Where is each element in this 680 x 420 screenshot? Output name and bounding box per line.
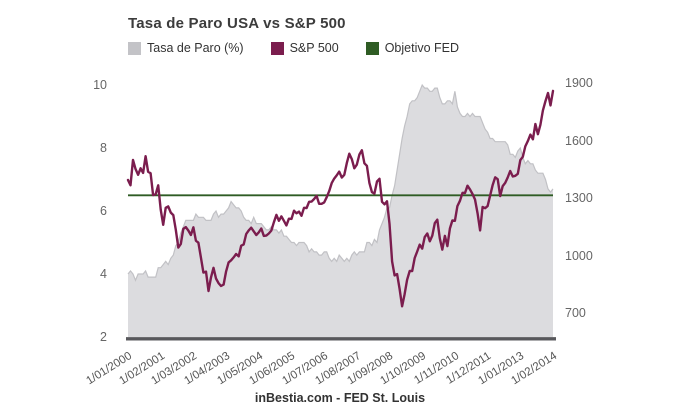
unemployment-area: [128, 85, 553, 337]
y-right-tick-label: 700: [565, 306, 586, 320]
y-left-tick-label: 2: [100, 330, 107, 344]
y-right-tick-label: 1000: [565, 248, 593, 263]
source-footer: inBestia.com - FED St. Louis: [254, 391, 426, 405]
legend-item: Objetivo FED: [365, 41, 460, 55]
y-right-tick-label: 1600: [565, 133, 593, 148]
legend-item: S&P 500: [270, 41, 339, 55]
legend-label: Objetivo FED: [384, 41, 460, 55]
chart-title: Tasa de Paro USA vs S&P 500: [128, 15, 346, 32]
legend-swatch-icon: [365, 41, 379, 55]
legend-label: Tasa de Paro (%): [147, 41, 244, 55]
y-left-tick-label: 8: [100, 141, 107, 155]
y-left-tick-label: 6: [100, 204, 107, 218]
y-left-tick-label: 4: [100, 267, 107, 281]
legend-swatch-icon: [270, 41, 284, 55]
legend-item: Tasa de Paro (%): [128, 41, 244, 55]
legend: Tasa de Paro (%) S&P 500 Objetivo FED: [128, 41, 459, 55]
unemployment-area-edge: [127, 83, 554, 282]
y-left-tick-label: 10: [93, 78, 107, 92]
y-right-tick-label: 1900: [565, 76, 593, 90]
legend-label: S&P 500: [289, 41, 339, 55]
legend-swatch-icon: [128, 41, 141, 55]
sp500-line: [126, 89, 555, 308]
y-right-tick-label: 1300: [565, 191, 593, 205]
